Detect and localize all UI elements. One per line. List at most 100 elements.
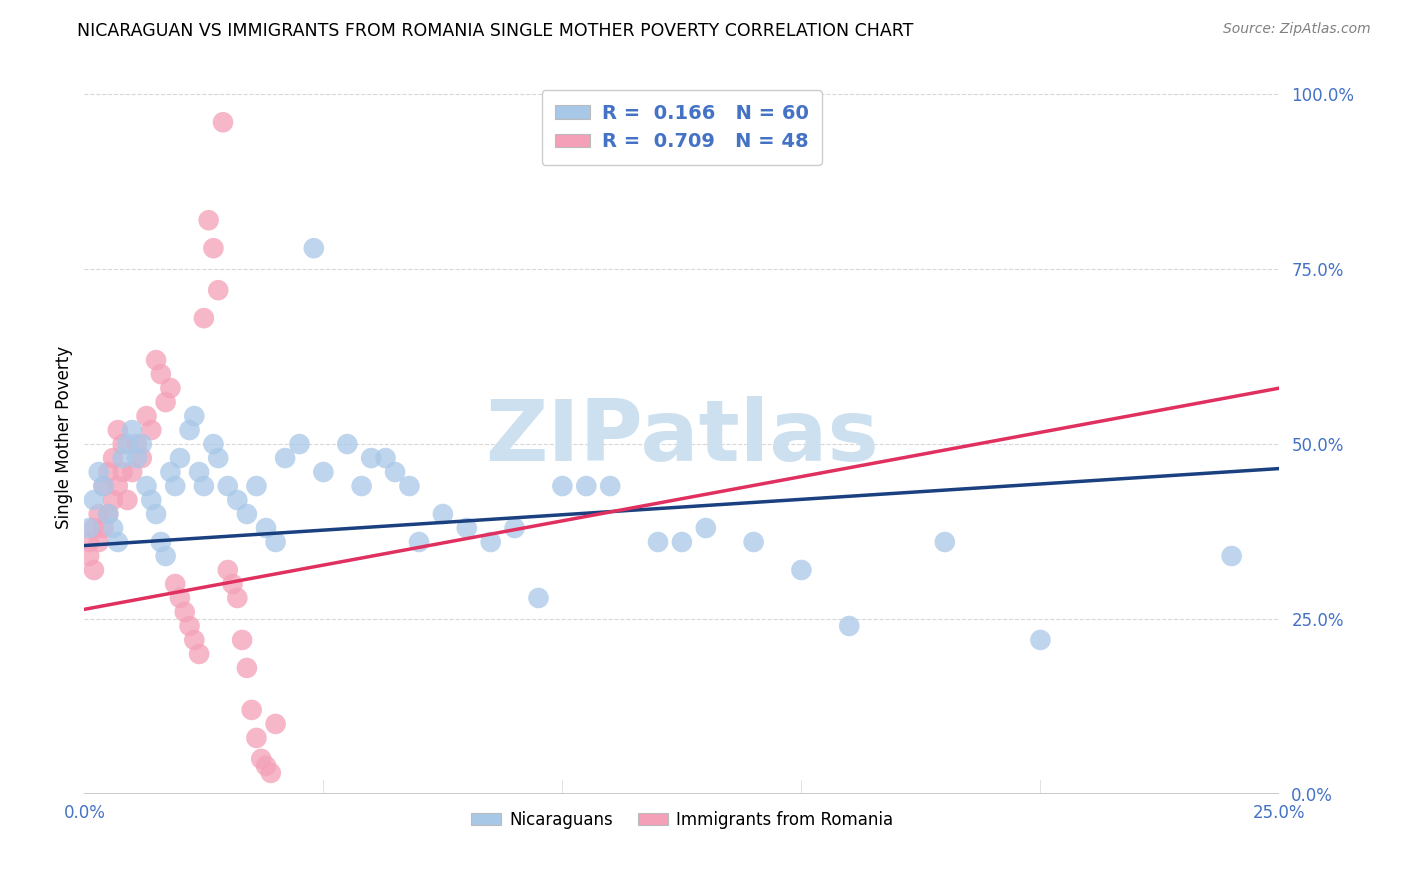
Point <box>336 437 359 451</box>
Point <box>193 311 215 326</box>
Point <box>149 367 172 381</box>
Point <box>202 241 225 255</box>
Point <box>93 521 115 535</box>
Point <box>432 507 454 521</box>
Point <box>202 437 225 451</box>
Point <box>141 493 163 508</box>
Point <box>231 632 253 647</box>
Point <box>179 423 201 437</box>
Text: NICARAGUAN VS IMMIGRANTS FROM ROMANIA SINGLE MOTHER POVERTY CORRELATION CHART: NICARAGUAN VS IMMIGRANTS FROM ROMANIA SI… <box>77 22 914 40</box>
Point <box>188 647 211 661</box>
Point <box>117 437 139 451</box>
Point <box>245 479 267 493</box>
Point <box>145 353 167 368</box>
Point <box>217 479 239 493</box>
Point <box>83 563 105 577</box>
Point <box>111 465 134 479</box>
Point <box>503 521 526 535</box>
Point <box>671 535 693 549</box>
Point <box>77 535 100 549</box>
Point <box>240 703 263 717</box>
Point <box>790 563 813 577</box>
Point <box>101 451 124 466</box>
Y-axis label: Single Mother Poverty: Single Mother Poverty <box>55 345 73 529</box>
Point <box>188 465 211 479</box>
Text: ZIPatlas: ZIPatlas <box>485 395 879 479</box>
Point <box>695 521 717 535</box>
Point <box>236 507 259 521</box>
Point <box>131 437 153 451</box>
Point <box>456 521 478 535</box>
Point <box>159 381 181 395</box>
Point <box>159 465 181 479</box>
Point <box>107 535 129 549</box>
Point <box>125 437 148 451</box>
Point <box>350 479 373 493</box>
Point <box>141 423 163 437</box>
Point <box>149 535 172 549</box>
Point <box>479 535 502 549</box>
Point <box>254 759 277 773</box>
Point <box>117 493 139 508</box>
Point <box>264 535 287 549</box>
Point <box>107 423 129 437</box>
Point <box>165 479 187 493</box>
Point <box>217 563 239 577</box>
Point <box>599 479 621 493</box>
Point <box>254 521 277 535</box>
Point <box>527 591 550 605</box>
Point <box>274 451 297 466</box>
Point <box>360 451 382 466</box>
Point <box>101 521 124 535</box>
Point <box>260 765 283 780</box>
Point <box>212 115 235 129</box>
Point <box>408 535 430 549</box>
Point <box>111 437 134 451</box>
Point <box>647 535 669 549</box>
Point <box>226 493 249 508</box>
Point <box>135 479 157 493</box>
Point <box>179 619 201 633</box>
Point <box>121 465 143 479</box>
Point <box>169 591 191 605</box>
Point <box>1220 549 1243 563</box>
Point <box>93 479 115 493</box>
Point <box>245 731 267 745</box>
Point <box>1029 632 1052 647</box>
Point <box>226 591 249 605</box>
Point <box>121 423 143 437</box>
Point <box>173 605 195 619</box>
Point <box>934 535 956 549</box>
Point <box>135 409 157 423</box>
Point <box>83 493 105 508</box>
Point <box>97 507 120 521</box>
Point <box>838 619 860 633</box>
Point <box>111 451 134 466</box>
Point <box>384 465 406 479</box>
Point <box>374 451 396 466</box>
Point <box>207 451 229 466</box>
Point <box>398 479 420 493</box>
Point <box>101 493 124 508</box>
Point <box>250 752 273 766</box>
Point <box>107 479 129 493</box>
Point <box>288 437 311 451</box>
Point <box>183 632 205 647</box>
Point <box>165 577 187 591</box>
Point <box>83 521 105 535</box>
Point <box>575 479 598 493</box>
Point <box>183 409 205 423</box>
Point <box>145 507 167 521</box>
Point <box>125 451 148 466</box>
Point <box>312 465 335 479</box>
Point <box>131 451 153 466</box>
Point <box>87 507 110 521</box>
Point <box>77 549 100 563</box>
Point <box>221 577 243 591</box>
Point <box>155 395 177 409</box>
Point <box>742 535 765 549</box>
Point <box>302 241 325 255</box>
Point <box>207 283 229 297</box>
Point <box>236 661 259 675</box>
Point <box>77 521 100 535</box>
